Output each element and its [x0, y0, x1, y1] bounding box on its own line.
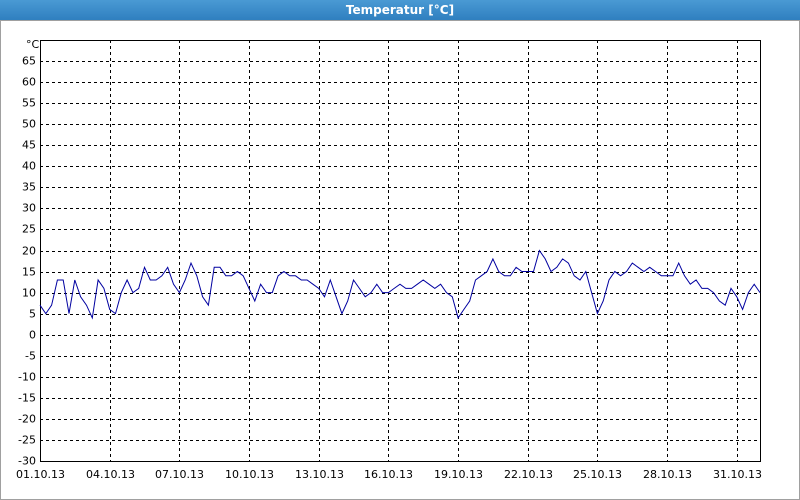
y-tick-label: 35	[22, 181, 36, 194]
y-tick-label: -5	[25, 350, 36, 363]
chart: °C -30 -25 -20 -15 -10 -5 0 5 10 15 20 25 30 35 40 45 50 5…	[0, 20, 800, 500]
x-tick-label: 07.10.13	[155, 468, 204, 481]
y-tick-label: 40	[22, 160, 36, 173]
y-tick-label: 0	[29, 329, 36, 342]
x-tick-label: 22.10.13	[504, 468, 553, 481]
y-tick-label: 15	[22, 266, 36, 279]
x-tick-label: 04.10.13	[86, 468, 135, 481]
y-tick-label: 20	[22, 245, 36, 258]
y-tick-label: 60	[22, 76, 36, 89]
unit-label: °C	[26, 38, 40, 51]
x-tick-label: 16.10.13	[364, 468, 413, 481]
x-tick-label: 10.10.13	[225, 468, 274, 481]
y-tick-label: 10	[22, 287, 36, 300]
y-tick-label: 45	[22, 139, 36, 152]
y-tick-label: 50	[22, 118, 36, 131]
y-tick-label: 5	[29, 308, 36, 321]
y-tick-label: -20	[18, 413, 36, 426]
x-tick-label: 01.10.13	[16, 468, 65, 481]
x-tick-label: 13.10.13	[295, 468, 344, 481]
y-tick-label: 55	[22, 97, 36, 110]
y-tick-label: 25	[22, 223, 36, 236]
y-tick-label: -30	[18, 455, 36, 468]
plot-border	[40, 40, 761, 462]
x-tick-label: 31.10.13	[713, 468, 762, 481]
x-tick-label: 28.10.13	[643, 468, 692, 481]
frame	[0, 20, 800, 500]
y-tick-label: 65	[22, 55, 36, 68]
x-tick-label: 19.10.13	[434, 468, 483, 481]
y-tick-label: -10	[18, 371, 36, 384]
y-tick-label: 30	[22, 202, 36, 215]
y-tick-label: -15	[18, 392, 36, 405]
window-title: Temperatur [°C]	[0, 0, 800, 20]
line-series	[39, 249, 761, 320]
x-tick-label: 25.10.13	[573, 468, 622, 481]
y-tick-label: -25	[18, 434, 36, 447]
